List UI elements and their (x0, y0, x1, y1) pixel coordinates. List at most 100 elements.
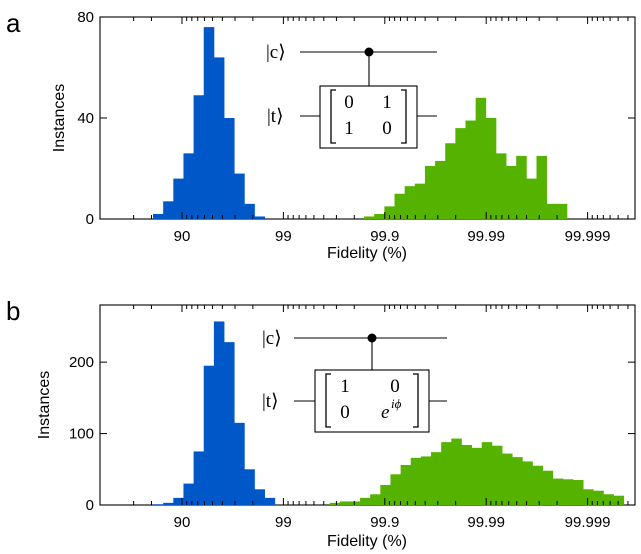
panel-a-series-2-bar (516, 155, 527, 220)
panel-b-series-1-bar (234, 422, 245, 505)
panel-b-series-2-bar (390, 474, 402, 505)
panel-b-series-2-bar (613, 495, 625, 505)
panel-a-matrix-left-bracket (330, 89, 336, 144)
panel-a-series-2-bar (485, 118, 497, 219)
panel-a-series-2-bar (546, 203, 558, 219)
panel-b-matrix-left-bracket (325, 373, 331, 428)
panel-a-circuit-inset: |c⟩ |t⟩ 0 1 1 0 (266, 42, 437, 149)
panel-b-series-2-bar (420, 456, 432, 505)
panel-b-series-2-bar (370, 494, 381, 505)
panel-a-series-1-bar (254, 216, 265, 219)
panel-b-y-tick-label: 0 (86, 497, 94, 514)
panel-b-series-2-bar (542, 470, 554, 505)
panel-b-target-label: |t⟩ (262, 391, 279, 412)
panel-a-x-tick-label: 99.9 (370, 228, 399, 245)
panel-b-x-tick-label: 99.9 (370, 514, 399, 531)
panel-a-series-1-bar (224, 118, 235, 219)
panel-b-series-2-bar (512, 457, 523, 505)
panel-b-series-2-bar (583, 489, 594, 505)
panel-a-matrix-entry-01: 1 (382, 92, 392, 113)
panel-a-series-2-bar (495, 153, 507, 219)
panel-a-series-2-bar (374, 213, 385, 219)
panel-a-series-1-bar (183, 153, 194, 219)
panel-a-series-1-bar (173, 178, 184, 219)
panel-b-series-1-bar (224, 342, 235, 505)
panel-a-matrix-entry-00: 0 (344, 92, 354, 113)
panel-b-series-2-bar (461, 445, 472, 505)
panel-b-series-1-bar (254, 489, 265, 505)
panel-b-series-2-bar (410, 457, 422, 505)
panel-a-series-2-bar (435, 160, 446, 219)
panel-b-matrix-entry-11: e iϕ (381, 396, 402, 423)
panel-b-series-1-bar (193, 451, 205, 505)
svg-text:e: e (381, 402, 389, 423)
panel-a-series-2-bar (445, 143, 456, 219)
panel-b-x-ticks: 90 99 99.9 99.99 99.999 (133, 305, 629, 531)
panel-a-y-tick-label: 40 (77, 110, 94, 127)
panel-b-y-axis-label: Instances (36, 371, 53, 439)
panel-b-series-2-bar (502, 453, 513, 505)
panel-a-matrix-right-bracket (401, 89, 407, 144)
panel-b-x-tick-label: 99 (275, 514, 292, 531)
panel-a-series-2-bar (536, 155, 548, 220)
panel-a-x-tick-label: 99 (275, 228, 292, 245)
panel-b-series-2-bar (360, 497, 371, 505)
panel-b-series-2-bar (491, 445, 503, 505)
panel-a-series-1-bar (234, 173, 245, 219)
panel-b-x-tick-label: 90 (174, 514, 191, 531)
panel-a-y-tick-label: 0 (86, 211, 94, 228)
panel-a-series-1-bar (153, 213, 164, 219)
panel-b-series-1-bar (173, 497, 184, 505)
panel-b-bars (153, 321, 625, 505)
panel-b-series-1-bar (213, 321, 225, 505)
panel-a-y-ticks: 0 40 80 (77, 9, 635, 228)
panel-a-series-2-bar (424, 165, 436, 219)
panel-b-series-2-bar (349, 501, 361, 505)
panel-b-series-2-bar (441, 442, 452, 505)
panel-a-bars (153, 27, 568, 220)
panel-b-series-2-bar (532, 465, 543, 505)
panel-a-x-ticks: 90 99 99.9 99.99 99.999 (133, 17, 629, 245)
panel-b-series-1-bar (163, 502, 174, 505)
panel-b-x-axis-label: Fidelity (%) (327, 533, 407, 550)
panel-b-series-2-bar (593, 490, 604, 505)
panel-b-series-2-bar (552, 478, 564, 505)
panel-b-series-2-bar (431, 452, 442, 505)
panel-b-matrix-entry-01: 0 (390, 376, 400, 397)
panel-b-series-1-bar (183, 483, 194, 505)
svg-text:iϕ: iϕ (391, 396, 402, 411)
panel-b-series-1-bar (244, 469, 255, 505)
panel-b-series-2-bar (603, 494, 614, 505)
panel-a-x-tick-label: 90 (174, 228, 191, 245)
panel-a: a 90 99 99.9 99.99 99.999 0 40 80 Fidelity (%)… (6, 8, 636, 262)
panel-a-series-1-bar (203, 27, 215, 219)
panel-b-matrix-entry-10: 0 (340, 402, 350, 423)
panel-a-series-2-bar (475, 97, 487, 219)
panel-a-y-axis-label: Instances (51, 84, 68, 152)
panel-a-series-1-bar (244, 203, 255, 219)
panel-b-matrix-entry-00: 1 (340, 376, 350, 397)
panel-a-series-2-bar (414, 183, 426, 219)
panel-b-series-2-bar (400, 465, 412, 505)
panel-a-control-label: |c⟩ (266, 42, 286, 63)
panel-b-circuit-inset: |c⟩ |t⟩ 1 0 0 e iϕ (262, 328, 447, 433)
panel-b-matrix-right-bracket (413, 373, 419, 428)
panel-a-x-axis-label: Fidelity (%) (327, 245, 407, 262)
panel-b-series-2-bar (481, 442, 493, 505)
panel-a-series-2-bar (364, 216, 375, 219)
panel-a-series-2-bar (465, 120, 477, 219)
panel-a-series-2-bar (384, 206, 395, 220)
panel-a-series-1-bar (163, 201, 174, 219)
panel-a-series-2-bar (394, 193, 406, 219)
panel-b-control-label: |c⟩ (262, 328, 282, 349)
panel-a-y-tick-label: 80 (77, 9, 94, 26)
panel-b-series-2-bar (451, 438, 462, 505)
panel-a-target-label: |t⟩ (267, 106, 284, 127)
panel-b-series-1-bar (203, 365, 215, 505)
panel-a-series-2-bar (404, 186, 416, 219)
panel-a-matrix-entry-10: 1 (344, 118, 354, 139)
panel-a-series-2-bar (455, 128, 466, 219)
